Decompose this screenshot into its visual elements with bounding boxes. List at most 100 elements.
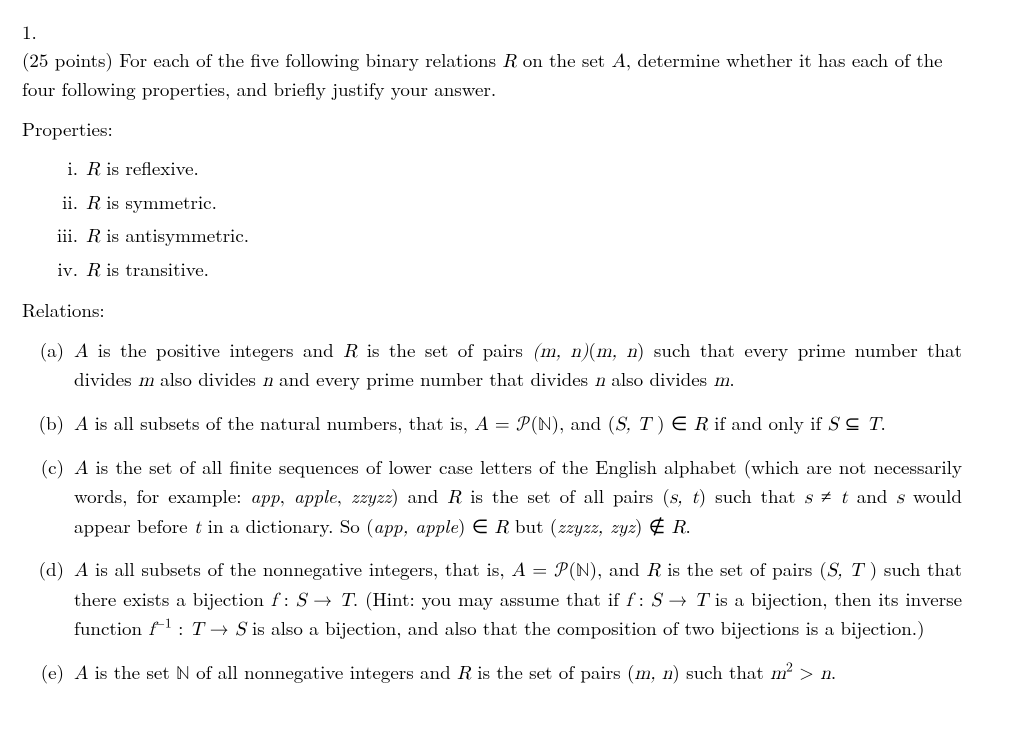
property-item: iii. R is antisymmetric.	[52, 221, 962, 251]
property-num: iv.	[52, 255, 78, 285]
relation-body: A is all subsets of the natural numbers,…	[74, 409, 962, 439]
s: app	[251, 482, 280, 509]
t: is the set of pairs	[357, 336, 532, 363]
relation-num: (d)	[36, 555, 64, 644]
relations-heading: Relations:	[22, 296, 962, 324]
s: ℕ	[576, 561, 590, 580]
t: >	[793, 658, 820, 685]
t: (	[569, 555, 576, 582]
s: zzyzz	[351, 482, 391, 509]
sym: R	[86, 160, 100, 179]
s: ((m, n)m, n)	[532, 342, 588, 361]
s: n	[262, 371, 273, 390]
relation-item: (b) A is all subsets of the natural numb…	[36, 409, 962, 439]
s: n	[820, 664, 831, 683]
t: :	[632, 585, 651, 612]
s: m	[770, 664, 786, 683]
s: t	[840, 488, 847, 507]
s: (S, T )	[608, 409, 665, 436]
s: n	[595, 371, 606, 390]
relation-item: (c) A is the set of all finite sequences…	[36, 453, 962, 542]
t: is the set of pairs	[660, 555, 819, 582]
s: R	[646, 561, 660, 580]
t: ,	[337, 482, 351, 509]
s: 2	[786, 657, 793, 676]
properties-list: i. R is reflexive. ii. R is symmetric. i…	[52, 154, 962, 284]
s: s	[896, 488, 904, 507]
property-text: R is symmetric.	[86, 188, 217, 218]
t: and every prime number that divides	[273, 365, 595, 392]
sym: R	[86, 194, 100, 213]
s: S	[296, 591, 307, 610]
t: is the set	[88, 658, 176, 685]
relation-num: (a)	[36, 336, 64, 395]
s: (s, t)	[662, 482, 706, 509]
property-text: R is antisymmetric.	[86, 221, 249, 251]
t: . (Hint: you may assume that if	[353, 585, 626, 612]
points: (25 points)	[22, 46, 119, 73]
property-text: R is reflexive.	[86, 154, 199, 184]
sym-A: A	[612, 52, 626, 71]
t: is reflexive.	[100, 154, 199, 181]
s: A	[474, 415, 488, 434]
s: S	[235, 620, 246, 639]
relation-body: A is the set ℕ of all nonnegative intege…	[74, 658, 962, 688]
t: .	[881, 409, 886, 436]
t: ⊆	[838, 409, 867, 436]
s: apple	[294, 482, 337, 509]
s: m	[713, 371, 729, 390]
t: =	[489, 409, 516, 436]
relation-num: (e)	[36, 658, 64, 688]
t: if and only if	[708, 409, 828, 436]
t: on the set	[516, 46, 611, 73]
t: of all nonnegative integers and	[190, 658, 457, 685]
t: →	[306, 585, 339, 612]
t: =	[526, 555, 554, 582]
relation-item: (a) A is the positive integers and R is …	[36, 336, 962, 395]
t: .	[729, 365, 734, 392]
s: T	[867, 415, 881, 434]
problem-body: (25 points) For each of the five followi…	[22, 46, 962, 702]
t: ∉	[642, 512, 671, 539]
s: S	[651, 591, 662, 610]
t: ), and	[552, 409, 608, 436]
t: and	[848, 482, 897, 509]
t: ) and	[391, 482, 447, 509]
problem-number: 1.	[22, 18, 50, 46]
property-num: ii.	[52, 188, 78, 218]
s: T	[190, 620, 204, 639]
s: R	[495, 518, 509, 537]
t: is symmetric.	[100, 188, 217, 215]
s: R	[343, 342, 357, 361]
property-text: R is transitive.	[86, 255, 209, 285]
s: R	[672, 518, 686, 537]
t: ,	[280, 482, 294, 509]
t: →	[661, 585, 694, 612]
t: in a dictionary. So	[201, 512, 366, 539]
s: A	[511, 561, 525, 580]
t: is the positive integers and	[88, 336, 343, 363]
problem-container: 1. (25 points) For each of the five foll…	[22, 18, 994, 701]
sym: R	[86, 227, 100, 246]
problem-prompt: (25 points) For each of the five followi…	[22, 46, 962, 103]
s: R	[694, 415, 708, 434]
s: A	[74, 342, 88, 361]
t: .	[686, 512, 691, 539]
s: −1	[154, 613, 171, 632]
s: ℕ	[538, 415, 552, 434]
property-num: iii.	[52, 221, 78, 251]
t: is also a bijection, and also that the c…	[246, 614, 925, 641]
t: .	[831, 658, 836, 685]
t: :	[172, 614, 190, 641]
property-item: i. R is reflexive.	[52, 154, 962, 184]
s: m	[138, 371, 154, 390]
property-item: ii. R is symmetric.	[52, 188, 962, 218]
t: also divides	[605, 365, 713, 392]
t: is all subsets of the natural numbers, t…	[88, 409, 474, 436]
s: R	[457, 664, 471, 683]
s: A	[74, 664, 88, 683]
s: s	[804, 488, 812, 507]
t: is all subsets of the nonnegative intege…	[88, 555, 511, 582]
t: also divides	[154, 365, 262, 392]
t: ∈	[665, 409, 694, 436]
